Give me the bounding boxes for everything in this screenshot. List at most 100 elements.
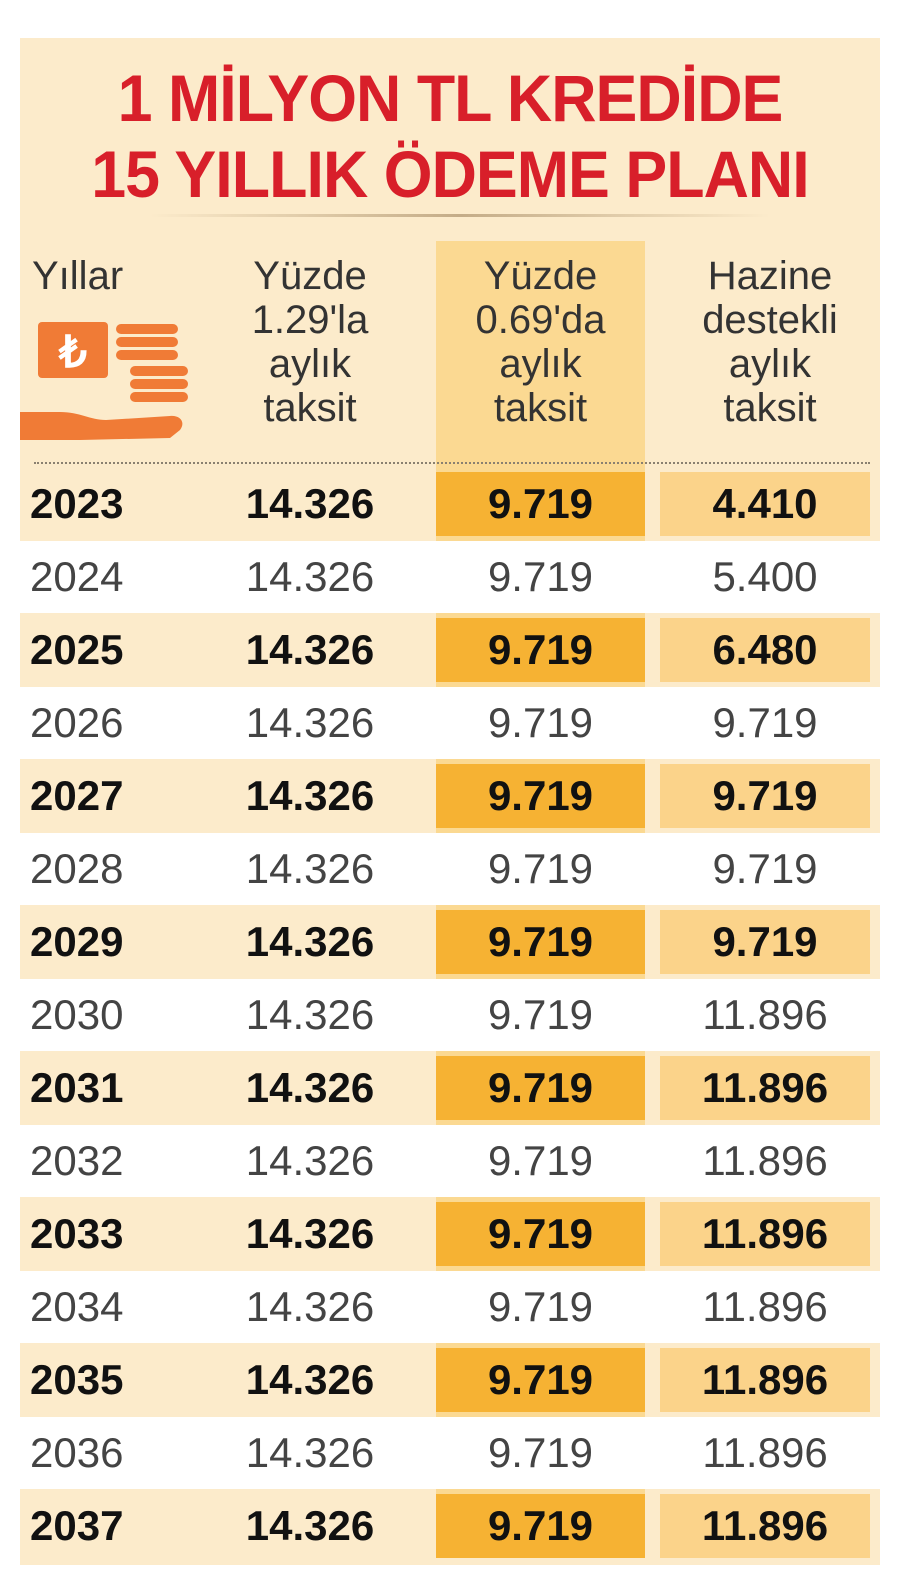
cell-highlight	[436, 618, 645, 682]
rate-069-installment-cell: 9.719	[487, 553, 594, 600]
table-row: 2028 14.326 9.719 9.719	[20, 833, 880, 905]
table-row: 2037 14.326 9.719 11.896	[20, 1490, 880, 1562]
table-row: 2025 14.326 9.719 6.480	[20, 614, 880, 686]
header-rate-129-line: Yüzde	[253, 254, 367, 298]
rate-129-installment-cell: 14.326	[245, 1283, 375, 1330]
year-cell: 2023	[30, 480, 124, 527]
rate-069-installment-cell: 9.719	[487, 772, 594, 819]
rate-129-installment-cell: 14.326	[245, 1137, 375, 1184]
cell-highlight	[436, 472, 645, 536]
year-cell: 2028	[30, 845, 124, 892]
treasury-installment-cell: 11.896	[702, 991, 828, 1038]
header-rate-069-line: aylık	[499, 342, 582, 386]
treasury-installment-cell: 11.896	[702, 1283, 828, 1330]
rate-129-installment-cell: 14.326	[245, 699, 375, 746]
header-treasury-supported: Hazine destekli aylık taksit	[660, 254, 880, 430]
treasury-installment-cell: 5.400	[712, 553, 818, 600]
rate-069-installment-cell: 9.719	[487, 1429, 594, 1476]
title-line-2: 15 YILLIK ÖDEME PLANI	[91, 137, 809, 211]
cell-highlight	[436, 1056, 645, 1120]
year-cell: 2029	[30, 918, 124, 965]
table-row: 2027 14.326 9.719 9.719	[20, 760, 880, 832]
header-treasury-line: aylık	[728, 342, 812, 386]
cell-highlight	[660, 1348, 870, 1412]
rate-129-installment-cell: 14.326	[245, 991, 375, 1038]
rate-129-installment-cell: 14.326	[245, 1356, 375, 1403]
table-row: 2034 14.326 9.719 11.896	[20, 1271, 880, 1343]
treasury-installment-cell: 4.410	[712, 480, 818, 527]
year-cell: 2030	[30, 991, 124, 1038]
year-cell: 2025	[30, 626, 124, 673]
rate-069-installment-cell: 9.719	[487, 1137, 594, 1184]
rate-129-installment-cell: 14.326	[245, 845, 375, 892]
title-line-1: 1 MİLYON TL KREDİDE	[117, 61, 784, 135]
year-cell: 2026	[30, 699, 124, 746]
header-years: Yıllar	[32, 254, 123, 298]
rate-069-installment-cell: 9.719	[487, 1064, 594, 1111]
header-treasury-line: destekli	[702, 298, 838, 342]
year-cell: 2027	[30, 772, 124, 819]
rate-129-installment-cell: 14.326	[245, 480, 375, 527]
rate-129-installment-cell: 14.326	[245, 1210, 375, 1257]
cell-highlight	[436, 1494, 645, 1558]
treasury-installment-cell: 11.896	[701, 1064, 829, 1111]
rate-069-installment-cell: 9.719	[487, 480, 594, 527]
header-divider	[34, 462, 870, 464]
lira-coins-hand-icon: ₺	[20, 322, 188, 440]
cell-highlight	[660, 618, 870, 682]
table-row: 2029 14.326 9.719 9.719	[20, 906, 880, 978]
table-row: 2035 14.326 9.719 11.896	[20, 1344, 880, 1416]
year-cell: 2024	[30, 553, 124, 600]
rate-129-installment-cell: 14.326	[245, 1064, 375, 1111]
header-rate-069: Yüzde 0.69'da aylık taksit	[436, 254, 645, 430]
rate-129-installment-cell: 14.326	[245, 1502, 375, 1549]
svg-text:₺: ₺	[58, 328, 87, 377]
rate-069-installment-cell: 9.719	[487, 1283, 594, 1330]
rate-069-installment-cell: 9.719	[487, 845, 594, 892]
payment-plan-card: 1 MİLYON TL KREDİDE 15 YILLIK ÖDEME PLAN…	[20, 38, 880, 1565]
rate-129-installment-cell: 14.326	[245, 918, 375, 965]
table-row: 2024 14.326 9.719 5.400	[20, 541, 880, 613]
treasury-installment-cell: 11.896	[702, 1137, 828, 1184]
table-row: 2023 14.326 9.719 4.410	[20, 468, 880, 540]
rate-129-installment-cell: 14.326	[245, 772, 375, 819]
table-row: 2030 14.326 9.719 11.896	[20, 979, 880, 1051]
cell-highlight	[660, 1494, 870, 1558]
cell-highlight	[436, 1348, 645, 1412]
header-rate-069-line: taksit	[493, 386, 588, 430]
header-treasury-line: taksit	[723, 386, 817, 430]
chart-title: 1 MİLYON TL KREDİDE 15 YILLIK ÖDEME PLAN…	[20, 60, 880, 212]
header-rate-129-line: taksit	[263, 386, 357, 430]
rate-069-installment-cell: 9.719	[487, 626, 594, 673]
year-cell: 2034	[30, 1283, 124, 1330]
table-row: 2036 14.326 9.719 11.896	[20, 1417, 880, 1489]
cell-highlight	[660, 764, 870, 828]
header-rate-129-line: aylık	[268, 342, 352, 386]
year-cell: 2033	[30, 1210, 124, 1257]
treasury-installment-cell: 6.480	[712, 626, 818, 673]
title-divider	[150, 214, 770, 217]
treasury-installment-cell: 9.719	[712, 845, 818, 892]
cell-highlight	[436, 1202, 645, 1266]
cell-highlight	[436, 764, 645, 828]
rate-069-installment-cell: 9.719	[487, 1210, 594, 1257]
year-cell: 2037	[30, 1502, 124, 1549]
treasury-installment-cell: 11.896	[701, 1210, 829, 1257]
rate-129-installment-cell: 14.326	[245, 1429, 375, 1476]
year-cell: 2031	[30, 1064, 124, 1111]
cell-highlight	[660, 910, 870, 974]
rate-069-installment-cell: 9.719	[487, 1502, 594, 1549]
cell-highlight	[660, 472, 870, 536]
treasury-installment-cell: 9.719	[712, 772, 818, 819]
cell-highlight	[660, 1202, 870, 1266]
treasury-installment-cell: 9.719	[712, 699, 818, 746]
header-rate-129-line: 1.29'la	[251, 298, 369, 342]
table-row: 2026 14.326 9.719 9.719	[20, 687, 880, 759]
year-cell: 2032	[30, 1137, 124, 1184]
header-rate-069-line: Yüzde	[483, 254, 598, 298]
treasury-installment-cell: 11.896	[701, 1502, 829, 1549]
treasury-installment-cell: 11.896	[702, 1429, 828, 1476]
cell-highlight	[660, 1056, 870, 1120]
header-rate-069-line: 0.69'da	[475, 298, 606, 342]
rate-129-installment-cell: 14.326	[245, 553, 375, 600]
